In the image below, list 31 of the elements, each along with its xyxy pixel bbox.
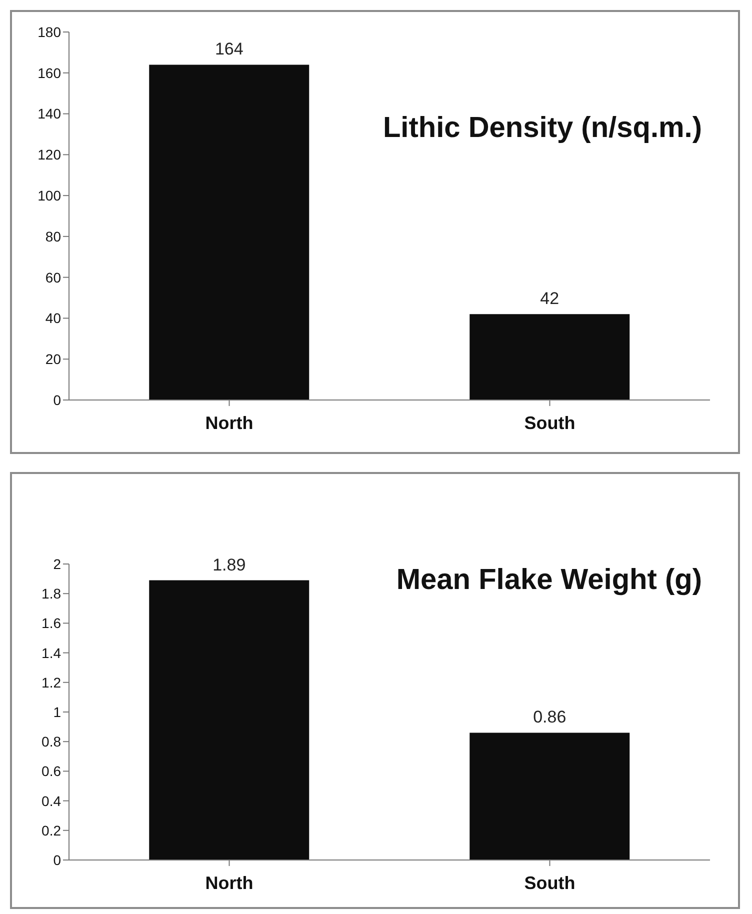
data-label: 164	[214, 40, 244, 59]
y-tick-label: 40	[45, 310, 62, 326]
y-tick-label: 180	[38, 24, 62, 40]
y-tick-label: 20	[45, 351, 62, 368]
x-tick-label: North	[205, 412, 254, 433]
y-tick-label: 2	[53, 556, 62, 572]
y-tick-label: 80	[45, 228, 62, 244]
data-label: 1.89	[212, 555, 246, 574]
y-tick-label: 140	[38, 106, 62, 122]
y-tick-label: 1.2	[42, 674, 62, 690]
x-tick-label: South	[524, 872, 576, 893]
y-tick-label: 0.2	[42, 822, 62, 838]
y-tick-label: 1	[53, 704, 62, 720]
text: Lithic Density (n/sq.m.)	[382, 112, 702, 145]
y-tick-label: 100	[38, 188, 62, 204]
y-tick-label: 1.6	[42, 615, 62, 632]
y-tick-label: 0.6	[42, 763, 62, 780]
y-tick-label: 120	[38, 146, 62, 163]
y-tick-label: 1.8	[42, 586, 62, 602]
x-tick-label: South	[524, 412, 576, 433]
x-tick-label: North	[205, 872, 254, 893]
y-tick-label: 0.8	[42, 734, 62, 750]
y-tick-label: 60	[45, 269, 62, 286]
y-tick-label: 0	[53, 852, 62, 868]
y-tick-label: 1.4	[42, 644, 62, 661]
y-tick-label: 0	[53, 392, 62, 408]
y-tick-label: 160	[38, 64, 62, 81]
data-label: 0.86	[533, 708, 566, 727]
chart-title: Mean Flake Weight (g)	[396, 564, 702, 597]
data-label: 42	[540, 289, 560, 308]
y-tick-label: 0.4	[42, 792, 62, 809]
